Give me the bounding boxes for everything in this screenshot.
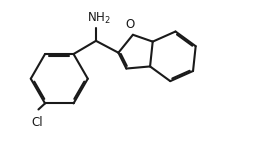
Text: Cl: Cl [31, 116, 43, 129]
Text: O: O [125, 18, 134, 31]
Text: NH$_2$: NH$_2$ [87, 11, 111, 26]
